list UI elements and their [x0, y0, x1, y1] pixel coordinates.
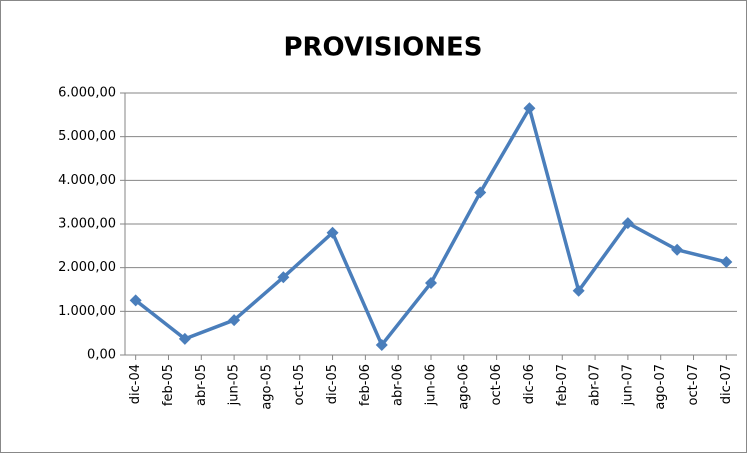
x-tick-label: dic-04 — [128, 364, 143, 404]
x-tick-label: abr-05 — [194, 364, 209, 406]
data-point — [277, 271, 290, 284]
y-tick-label: 4.000,00 — [58, 173, 116, 188]
y-tick-label: 3.000,00 — [58, 217, 116, 232]
data-point — [720, 255, 733, 268]
y-tick-label: 5.000,00 — [58, 129, 116, 144]
x-tick-label: abr-06 — [391, 364, 406, 406]
x-tick-label: jun-05 — [227, 364, 242, 406]
x-tick-label: feb-06 — [358, 364, 373, 406]
chart-title: PROVISIONES — [283, 33, 482, 63]
x-tick-label: oct-06 — [489, 364, 504, 405]
x-tick-label: dic-05 — [325, 364, 340, 404]
data-point — [129, 294, 142, 307]
data-point — [425, 276, 437, 289]
x-tick-label: feb-05 — [161, 364, 176, 406]
x-tick-label: oct-07 — [686, 364, 701, 405]
x-tick-label: jun-07 — [620, 364, 635, 406]
y-tick-label: 6.000,00 — [58, 86, 116, 101]
data-point — [671, 243, 684, 256]
data-point — [621, 217, 634, 230]
x-tick-label: dic-06 — [522, 364, 537, 404]
data-point — [178, 332, 191, 345]
x-tick-label: ago-07 — [653, 364, 668, 410]
data-point — [375, 338, 388, 351]
x-tick-label: dic-07 — [719, 364, 734, 404]
data-point — [523, 102, 536, 115]
x-tick-label: ago-06 — [456, 364, 471, 410]
data-point — [228, 314, 241, 327]
x-tick-label: jun-06 — [424, 364, 439, 406]
x-tick-label: ago-05 — [259, 364, 274, 410]
y-tick-label: 2.000,00 — [58, 260, 116, 275]
data-point — [474, 186, 487, 199]
data-point — [572, 284, 585, 297]
x-tick-label: feb-07 — [555, 364, 570, 406]
x-tick-label: oct-05 — [292, 364, 307, 405]
data-point — [326, 226, 339, 239]
x-tick-label: abr-07 — [588, 364, 603, 406]
y-tick-label: 1.000,00 — [58, 304, 116, 319]
y-tick-label: 0,00 — [87, 348, 116, 363]
